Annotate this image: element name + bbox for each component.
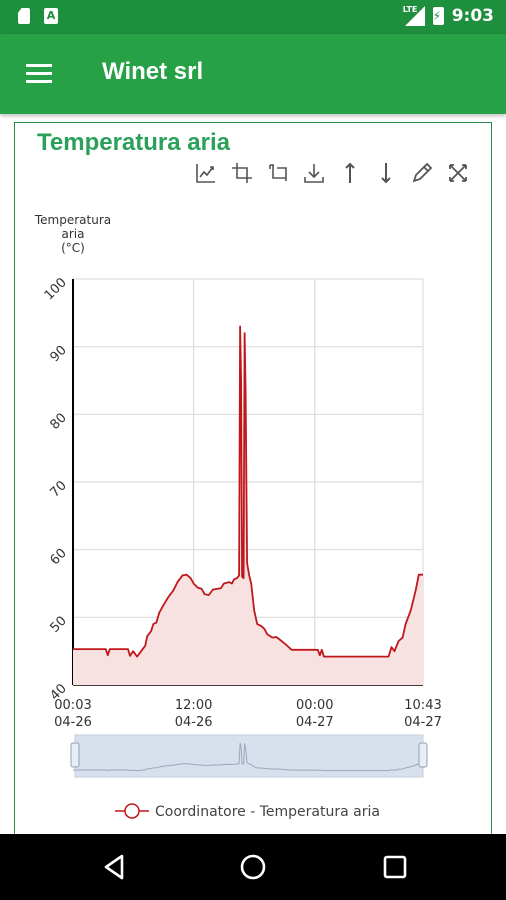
network-type: LTE (402, 5, 418, 14)
battery-charging-icon (432, 7, 444, 25)
y-tick-label: 60 (48, 546, 70, 568)
zoom-in-icon[interactable] (227, 159, 257, 187)
x-tick-date: 04-26 (175, 715, 213, 730)
home-icon[interactable] (238, 852, 268, 882)
series-fill (73, 326, 423, 685)
y-tick-label: 70 (48, 478, 70, 500)
chart-title: Temperatura aria (37, 129, 230, 156)
x-ticks: 00:03 04-26 12:00 04-26 00:00 04-27 10:43 04-27 (54, 698, 442, 730)
x-tick-date: 04-27 (404, 715, 442, 730)
app-bar: Winet srl (0, 34, 506, 114)
pan-down-icon[interactable] (371, 159, 401, 187)
x-tick-time: 10:43 (404, 698, 441, 713)
range-slider-left-handle[interactable] (70, 742, 80, 768)
navigation-bar (0, 834, 506, 900)
range-slider[interactable] (70, 734, 428, 778)
hamburger-menu-icon[interactable] (26, 64, 52, 84)
y-tick-label: 50 (48, 614, 70, 636)
legend[interactable]: Coordinatore - Temperatura aria (115, 803, 380, 820)
autoscale-icon[interactable] (191, 159, 221, 187)
status-time: 9:03 (451, 6, 494, 26)
app-title: Winet srl (102, 58, 204, 85)
x-tick-time: 00:03 (54, 698, 91, 713)
x-tick-date: 04-26 (54, 715, 92, 730)
sd-card-icon (18, 8, 30, 24)
reset-axes-icon[interactable] (443, 159, 473, 187)
range-slider-series (73, 742, 423, 772)
y-tick-label: 80 (48, 411, 70, 433)
chart-toolbar (191, 159, 473, 187)
zoom-out-icon[interactable] (263, 159, 293, 187)
series-line (73, 325, 423, 658)
pan-up-icon[interactable] (335, 159, 365, 187)
download-icon[interactable] (299, 159, 329, 187)
legend-label[interactable]: Coordinatore - Temperatura aria (155, 804, 380, 820)
legend-marker (124, 803, 140, 819)
notification-a-icon: A (44, 8, 58, 24)
edit-icon[interactable] (407, 159, 437, 187)
range-slider-right-handle[interactable] (418, 742, 428, 768)
series-area (73, 325, 423, 685)
back-icon[interactable] (100, 852, 130, 882)
x-tick-time: 00:00 (296, 698, 333, 713)
y-axis-label-line: Temperatura (34, 213, 111, 227)
y-axis-label-line: (°C) (61, 241, 85, 255)
y-tick-label: 100 (42, 275, 70, 303)
y-tick-label: 90 (48, 343, 70, 365)
recents-icon[interactable] (380, 852, 410, 882)
x-tick-date: 04-27 (296, 715, 334, 730)
x-tick-time: 12:00 (175, 698, 212, 713)
chart-card: Temperatura aria Temperatura aria (°C) (14, 122, 492, 843)
status-bar: A LTE 9:03 (0, 0, 506, 34)
y-axis-label-line: aria (62, 227, 85, 241)
signal-icon: LTE (402, 5, 425, 26)
